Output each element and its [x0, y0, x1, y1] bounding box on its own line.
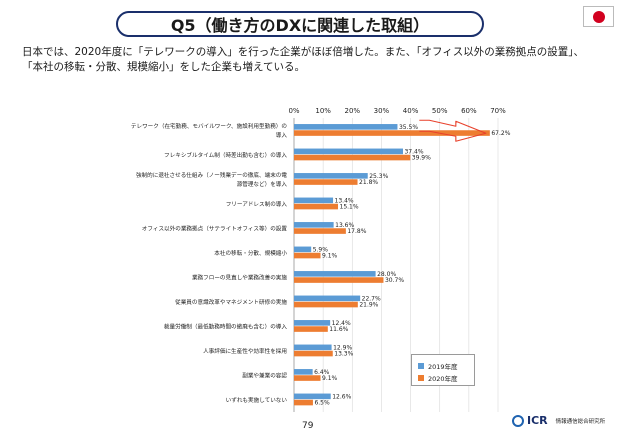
data-label: 12.4% [332, 320, 351, 327]
category-label: 業務フローの見直しや業務改善の実施 [192, 273, 287, 281]
bar-2019 [294, 222, 334, 228]
data-label: 9.1% [322, 253, 338, 260]
bar-2019 [294, 369, 313, 375]
legend-swatch-2020 [418, 375, 424, 381]
category-label: フレキシブルタイム制（時差出勤も含む）の導入 [164, 151, 287, 159]
data-label: 37.4% [404, 148, 423, 155]
legend-label-2020: 2020年度 [428, 375, 458, 383]
data-label: 9.1% [322, 375, 338, 382]
bar-2019 [294, 124, 398, 130]
x-tick-label: 30% [374, 107, 390, 115]
flag-sun [593, 11, 605, 23]
x-tick-label: 40% [403, 107, 419, 115]
x-tick-label: 10% [315, 107, 331, 115]
data-label: 6.4% [314, 369, 330, 376]
x-tick-label: 60% [461, 107, 477, 115]
bar-2019 [294, 271, 376, 277]
icr-logo-mark-icon [512, 414, 524, 427]
category-label: 裁量労働制（最低勤務時間の撤廃も含む）の導入 [164, 322, 287, 330]
page-number: 79 [302, 421, 314, 431]
annotation-arrow [419, 119, 487, 142]
bar-2019 [294, 320, 331, 326]
bar-2020 [294, 179, 358, 185]
data-label: 35.5% [399, 124, 418, 131]
data-label: 11.6% [329, 326, 348, 333]
data-label: 28.0% [377, 271, 396, 278]
bar-2019 [294, 295, 361, 302]
category-label: 人事評価に生産性や効率性を採用 [203, 347, 287, 355]
category-label: 副業や兼業の容認 [242, 371, 287, 379]
page-title: Q5（働き方のDXに関連した取組） [116, 11, 484, 37]
legend-label-2019: 2019年度 [428, 363, 458, 371]
chart-legend: 2019年度 2020年度 [411, 354, 475, 386]
x-tick-label: 70% [490, 107, 506, 115]
data-label: 21.8% [359, 179, 378, 186]
bar-2020 [294, 301, 358, 308]
data-label: 13.6% [335, 222, 354, 229]
description-line-2: 「本社の移転・分散、規模縮小」をした企業も増えている。 [22, 61, 305, 73]
japan-flag-icon [583, 6, 614, 27]
bar-2019 [294, 393, 331, 400]
data-label: 13.3% [334, 351, 353, 358]
data-label: 17.8% [347, 228, 366, 235]
category-label: オフィス以外の業務拠点（サテライトオフィス等）の設置 [142, 224, 288, 232]
legend-swatch-2019 [418, 363, 424, 369]
description: 日本では、2020年度に「テレワークの導入」を行った企業がほぼ倍増した。また、「… [22, 45, 622, 75]
data-label: 22.7% [362, 295, 381, 302]
data-label: 6.5% [314, 400, 330, 407]
data-label: 13.4% [335, 197, 354, 204]
bar-2020 [294, 375, 321, 381]
bar-2020 [294, 326, 328, 332]
bar-2020 [294, 350, 333, 357]
bar-2019 [294, 246, 312, 253]
bar-2020 [294, 154, 411, 161]
x-tick-label: 20% [345, 107, 361, 115]
bar-2020 [294, 203, 339, 210]
data-label: 5.9% [313, 246, 329, 253]
data-label: 39.9% [412, 155, 431, 162]
data-label: 25.3% [369, 173, 388, 180]
data-label: 12.6% [332, 393, 351, 400]
category-label: 源管理など）を導入 [237, 180, 288, 188]
category-label: フリーアドレス制の導入 [226, 200, 288, 208]
bar-2020 [294, 399, 313, 406]
category-label: 従業員の意識改革やマネジメント研修の実施 [175, 298, 287, 306]
x-tick-label: 50% [432, 107, 448, 115]
bar-2019 [294, 344, 332, 351]
bar-2019 [294, 173, 368, 179]
icr-logo: ICR 情報通信総合研究所 [512, 414, 605, 427]
description-line-1: 日本では、2020年度に「テレワークの導入」を行った企業がほぼ倍増した。また、「… [22, 46, 585, 58]
data-label: 21.9% [359, 302, 378, 309]
category-label: テレワーク（在宅勤務、モバイルワーク、施設利用型勤務）の [131, 122, 288, 130]
category-label: 本社の移転・分散、規模縮小 [214, 249, 287, 257]
bar-2020 [294, 252, 321, 259]
logo-text: ICR [527, 414, 548, 427]
bar-2019 [294, 197, 334, 204]
bar-2019 [294, 148, 403, 155]
data-label: 67.2% [491, 130, 510, 137]
category-label: いずれも実施していない [226, 396, 288, 404]
legend-item-2019: 2019年度 [418, 361, 458, 371]
data-label: 12.9% [333, 344, 352, 351]
legend-item-2020: 2020年度 [418, 373, 458, 383]
data-label: 30.7% [385, 277, 404, 284]
x-tick-label: 0% [288, 107, 299, 115]
bar-2020 [294, 228, 346, 234]
bar-2020 [294, 130, 490, 136]
org-name: 情報通信総合研究所 [555, 418, 606, 425]
category-label: 導入 [276, 131, 288, 139]
bar-2020 [294, 277, 384, 283]
data-label: 15.1% [340, 204, 359, 211]
category-label: 強制的に退社させる仕組み（ノー残業デーの徹底、端末の電 [136, 171, 287, 179]
